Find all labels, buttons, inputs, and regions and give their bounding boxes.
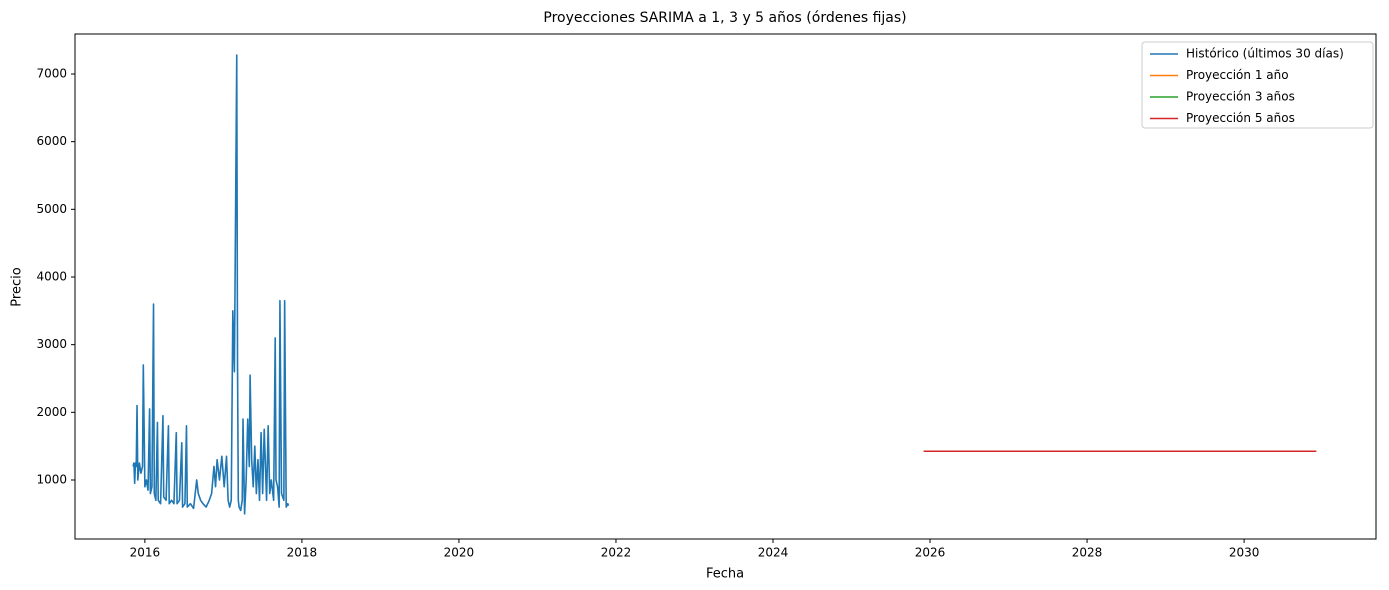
chart-title: Proyecciones SARIMA a 1, 3 y 5 años (órd… (543, 10, 906, 26)
plot-area (132, 54, 1317, 515)
y-tick-label: 3000 (36, 337, 67, 351)
x-tick-label: 2030 (1229, 546, 1260, 560)
y-tick-label: 4000 (36, 269, 67, 283)
x-tick-label: 2018 (287, 546, 318, 560)
legend-label: Proyección 5 años (1186, 111, 1295, 125)
legend: Histórico (últimos 30 días) Proyección 1 … (1141, 41, 1374, 129)
legend-box (1141, 41, 1374, 129)
x-tick-label: 2016 (130, 546, 161, 560)
y-tick-label: 1000 (36, 472, 67, 486)
x-tick-label: 2026 (915, 546, 946, 560)
x-tick-label: 2024 (758, 546, 789, 560)
x-tick-label: 2022 (601, 546, 632, 560)
legend-label: Histórico (últimos 30 días) (1186, 47, 1344, 61)
legend-label: Proyección 3 años (1186, 90, 1295, 104)
series-line (132, 54, 290, 515)
y-axis-label: Precio (10, 267, 25, 306)
y-tick-label: 5000 (36, 202, 67, 216)
x-axis-label: Fecha (706, 567, 744, 582)
x-tick-label: 2028 (1072, 546, 1103, 560)
y-tick-label: 6000 (36, 134, 67, 148)
y-tick-label: 7000 (36, 66, 67, 80)
y-tick-label: 2000 (36, 405, 67, 419)
legend-label: Proyección 1 año (1186, 68, 1289, 82)
axes-frame (74, 33, 1377, 540)
x-tick-label: 2020 (444, 546, 475, 560)
